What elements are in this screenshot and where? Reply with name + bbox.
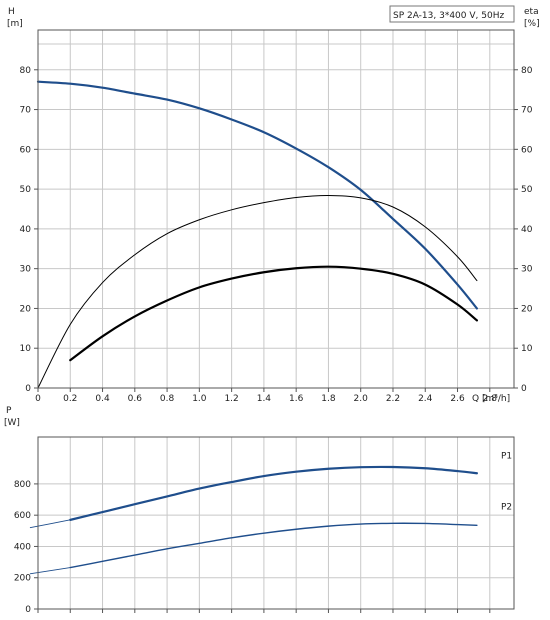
chart-title: SP 2A-13, 3*400 V, 50Hz <box>393 11 504 21</box>
power-p2-curve-extension <box>29 567 71 575</box>
efficiency-curve-pump <box>69 265 478 362</box>
bottom-y-tick-label: 400 <box>14 542 31 552</box>
x-tick-label: 2.6 <box>450 394 465 404</box>
bottom-y-tick-label: 200 <box>14 574 31 584</box>
power-p1-curve <box>69 465 478 521</box>
y2-tick-label: 30 <box>521 265 533 275</box>
legend-label-p2: P2 <box>501 502 512 512</box>
y-tick-label: 40 <box>20 225 32 235</box>
bottom-y-tick-label: 0 <box>25 605 31 615</box>
x-tick-label: 1.4 <box>257 394 272 404</box>
y-tick-label: 50 <box>20 185 32 195</box>
y-tick-label: 30 <box>20 265 32 275</box>
x-tick-label: 1.8 <box>321 394 336 404</box>
x-tick-label: 0 <box>35 394 41 404</box>
top-y-axis-unit: [m] <box>7 19 23 29</box>
x-tick-label: 2.0 <box>354 394 369 404</box>
y-tick-label: 0 <box>25 384 31 394</box>
legend-label-p1: P1 <box>501 451 512 461</box>
x-tick-label: 2.4 <box>418 394 433 404</box>
y-tick-label: 70 <box>20 106 32 116</box>
top-x-axis-label: Q [m³/h] <box>472 394 510 404</box>
top-y2-axis-unit: [%] <box>524 19 540 29</box>
bottom-y-axis-unit: [W] <box>4 418 20 428</box>
y2-tick-label: 70 <box>521 106 533 116</box>
x-tick-label: 2.8 <box>483 394 498 404</box>
x-tick-label: 2.2 <box>386 394 400 404</box>
y2-tick-label: 10 <box>521 344 533 354</box>
top-plot-frame <box>37 29 515 389</box>
y-tick-label: 20 <box>20 304 32 314</box>
chart-title-box <box>389 5 515 23</box>
top-y2-axis-label: eta <box>524 7 539 17</box>
bottom-y-tick-label: 800 <box>14 480 31 490</box>
y2-tick-label: 20 <box>521 304 533 314</box>
power-p1-curve-extension <box>29 519 71 529</box>
bottom-y-tick-label: 600 <box>14 511 31 521</box>
head-curve <box>36 80 478 310</box>
y2-tick-label: 50 <box>521 185 533 195</box>
y2-tick-label: 0 <box>521 384 527 394</box>
x-tick-label: 0.6 <box>128 394 143 404</box>
x-tick-label: 0.4 <box>95 394 110 404</box>
top-y-axis-label: H <box>8 7 15 17</box>
x-tick-label: 0.2 <box>63 394 77 404</box>
y-tick-label: 80 <box>20 66 32 76</box>
power-p2-curve <box>69 522 478 569</box>
y2-tick-label: 80 <box>521 66 533 76</box>
x-tick-label: 1.0 <box>192 394 207 404</box>
x-tick-label: 1.2 <box>224 394 238 404</box>
y2-tick-label: 40 <box>521 225 533 235</box>
bottom-plot-frame <box>37 436 515 610</box>
y-tick-label: 60 <box>20 145 32 155</box>
y2-tick-label: 60 <box>521 145 533 155</box>
bottom-y-axis-label: P <box>6 406 12 416</box>
y-tick-label: 10 <box>20 344 32 354</box>
x-tick-label: 1.6 <box>289 394 304 404</box>
x-tick-label: 0.8 <box>160 394 175 404</box>
efficiency-curve-total <box>37 194 478 389</box>
